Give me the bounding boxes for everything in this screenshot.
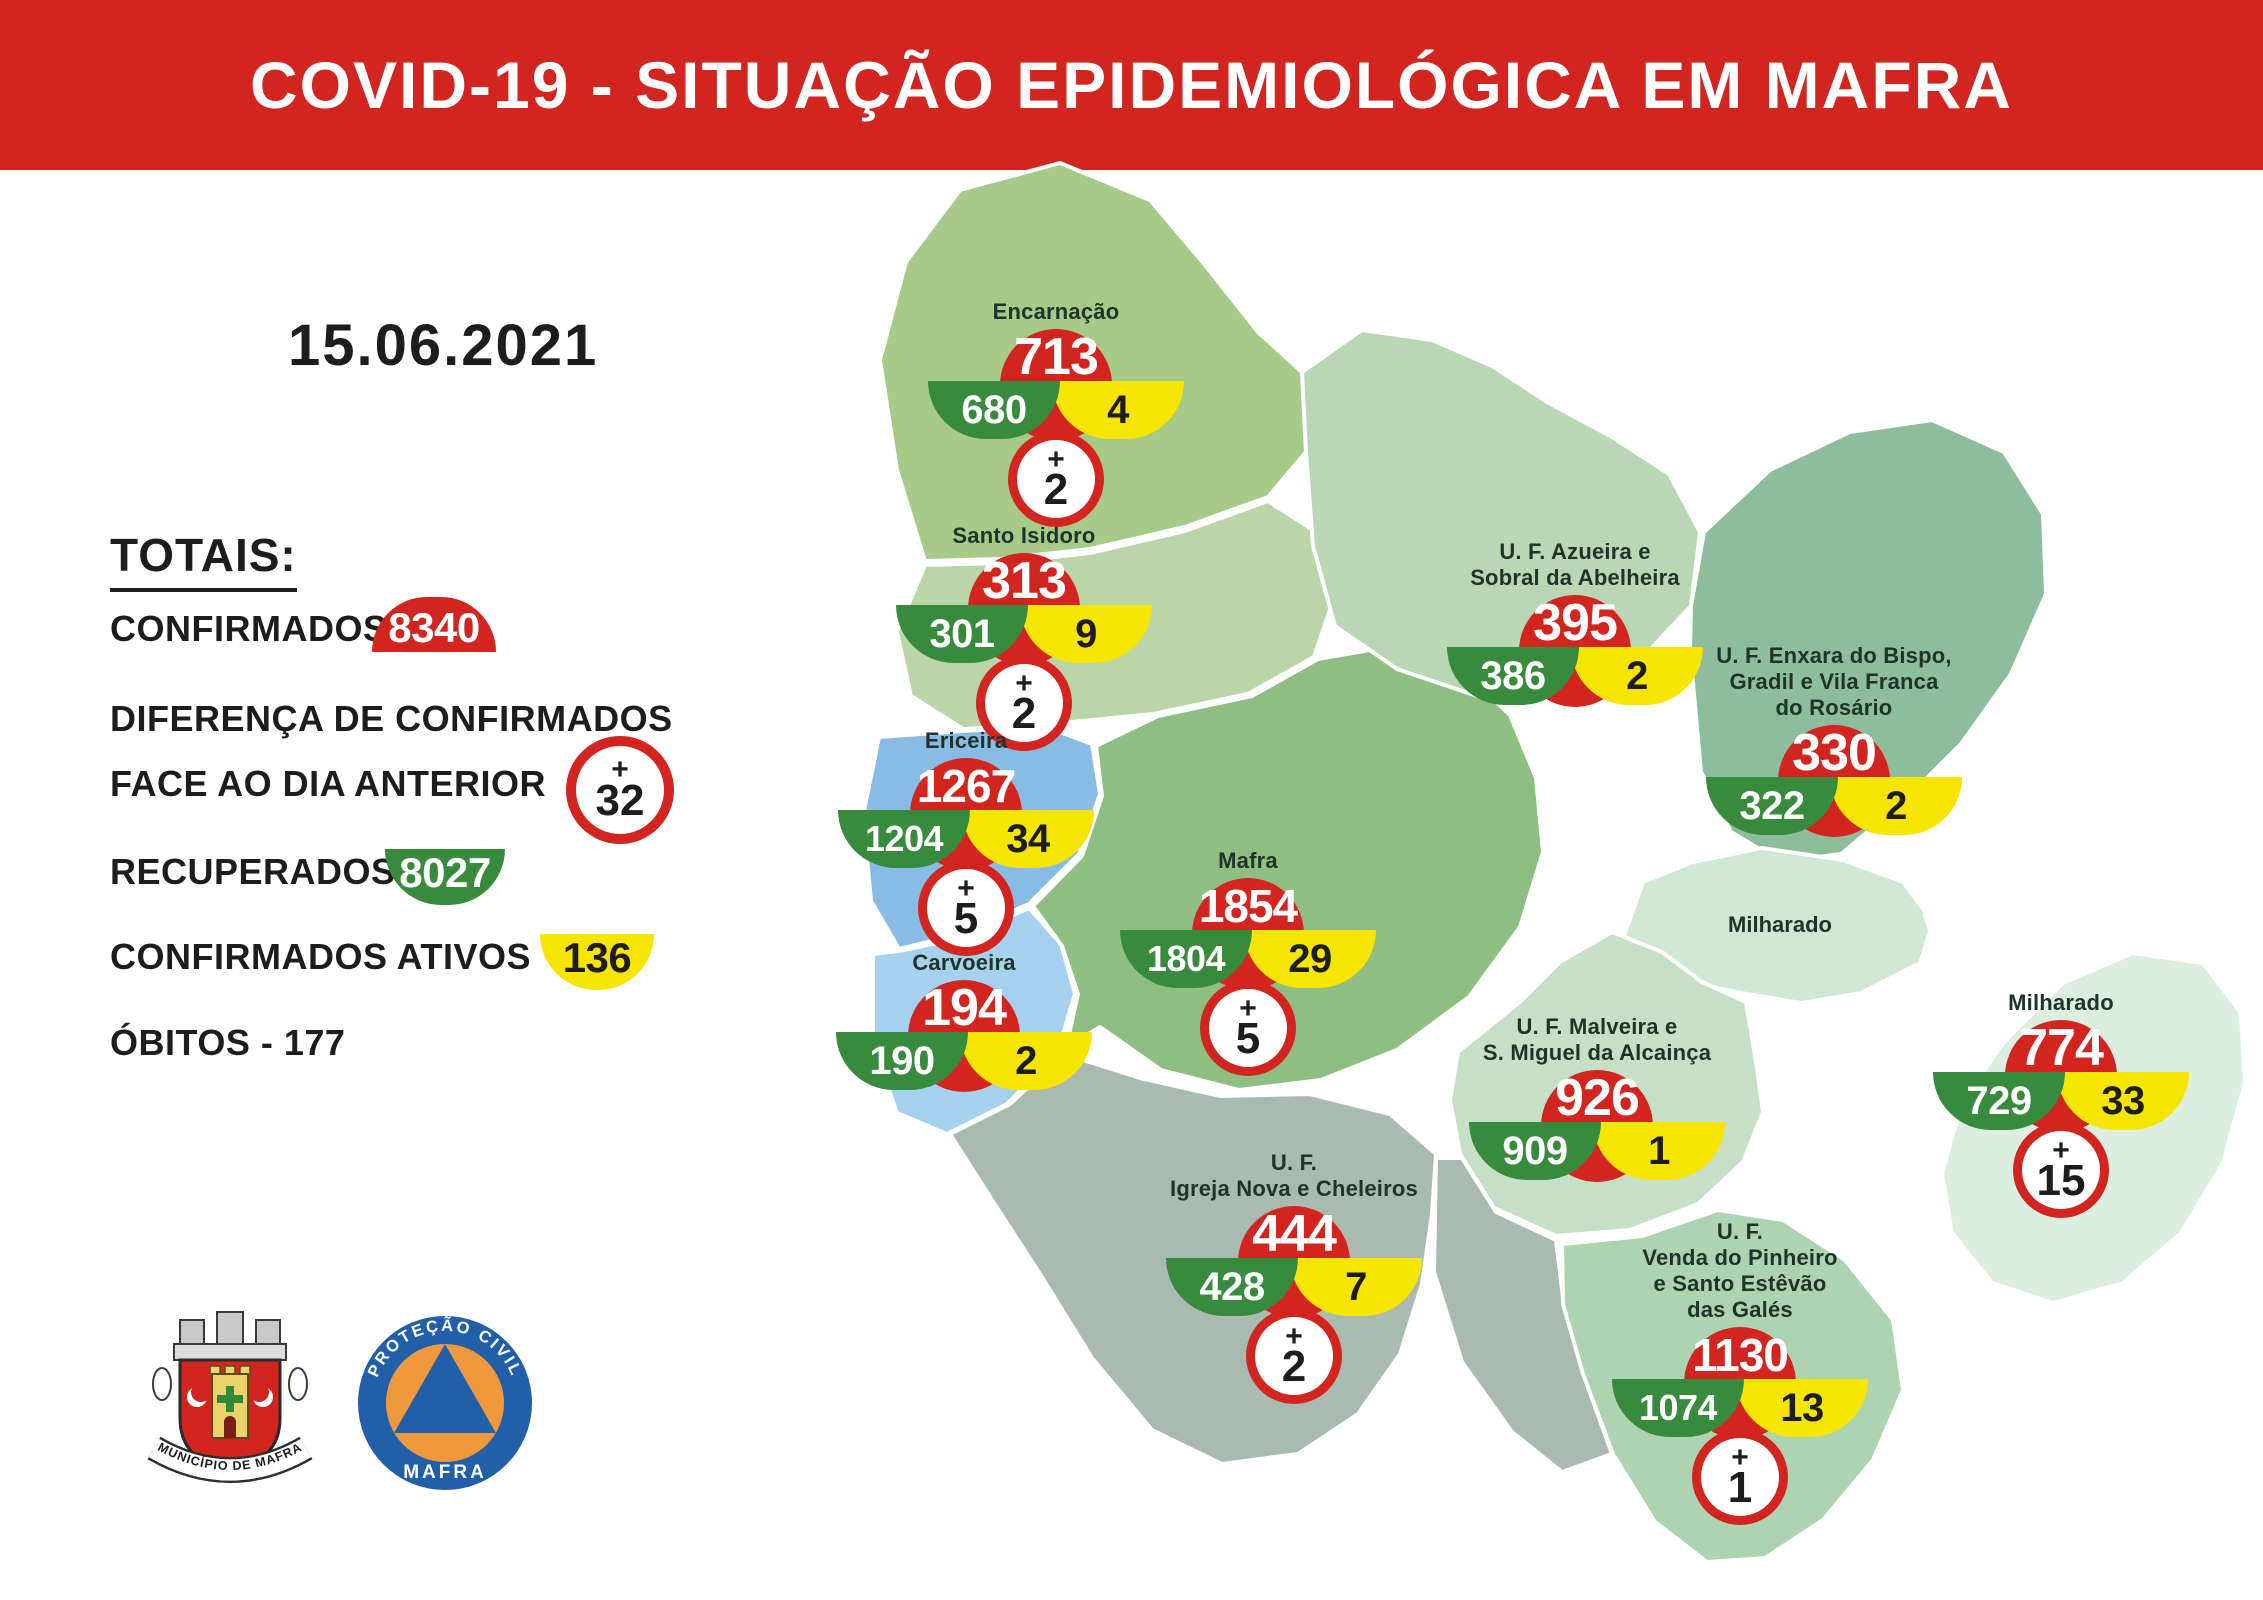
- confirmed-value: 444: [1252, 1205, 1337, 1263]
- region-name-label: Encarnação: [992, 299, 1120, 324]
- daily-delta-value: 1: [1727, 1463, 1753, 1512]
- totals-heading: TOTAIS:: [110, 528, 297, 592]
- active-label: CONFIRMADOS ATIVOS: [110, 936, 531, 977]
- deaths-label: ÓBITOS -: [110, 1022, 274, 1063]
- daily-delta-badge: +5: [918, 860, 1014, 956]
- daily-delta-value: 5: [1235, 1014, 1261, 1063]
- civil-protection-city-text: MAFRA: [403, 1462, 487, 1483]
- recovered-total-value: 8027: [399, 849, 491, 896]
- daily-delta-value: 2: [1011, 689, 1037, 738]
- region-shape-enxara: [1688, 418, 2048, 864]
- daily-delta-badge: +2: [1008, 431, 1104, 527]
- daily-delta-badge: +1: [1692, 1429, 1788, 1525]
- plus-sign: +: [1285, 1320, 1303, 1353]
- daily-delta-value: 15: [2036, 1156, 2086, 1205]
- region-name-label: U. F. Enxara do Bispo, Gradil e Vila Fran…: [1716, 643, 1952, 720]
- active-total-value: 136: [562, 934, 632, 981]
- daily-delta-badge: +2: [976, 655, 1072, 751]
- municipio-de-mafra-coat-of-arms: MUNICÍPIO DE MAFRA: [147, 1311, 313, 1483]
- region-name-label: U. F. Malveira e S. Miguel da Alcainça: [1482, 1014, 1712, 1065]
- confirmed-value: 1130: [1692, 1329, 1789, 1381]
- protecao-civil-mafra-logo: PROTEÇÃO CIVIL MAFRA: [355, 1313, 535, 1493]
- recovered-badge: 190: [836, 1032, 968, 1090]
- mural-crown-icon: [152, 1311, 308, 1401]
- civil-protection-triangle-icon: [394, 1344, 496, 1433]
- confirmed-total-value: 8340: [388, 603, 480, 651]
- confirmed-total-badge: 8340: [372, 597, 496, 652]
- confirmed-value: 194: [922, 979, 1007, 1037]
- diff-label-line2: FACE AO DIA ANTERIOR: [110, 763, 547, 804]
- region-name-label: Mafra: [1218, 848, 1278, 873]
- daily-delta-badge: +2: [1246, 1308, 1342, 1404]
- daily-delta-badge: +5: [1200, 980, 1296, 1076]
- region-name-label: U. F. Venda do Pinheiro e Santo Estêvão das…: [1642, 1219, 1838, 1322]
- confirmed-value: 330: [1792, 724, 1877, 782]
- region-shape-enclave: [1923, 858, 2105, 995]
- plus-sign: +: [957, 872, 975, 905]
- crescent-icon: [187, 1382, 273, 1407]
- region-name-label: Ericeira: [924, 728, 1008, 753]
- plus-sign: +: [1015, 667, 1033, 700]
- confirmed-value: 1854: [1198, 880, 1298, 932]
- region-name-label: Milharado: [2008, 990, 2114, 1015]
- diff-label-line1: DIFERENÇA DE CONFIRMADOS: [110, 698, 673, 739]
- recovered-label: RECUPERADOS: [110, 851, 396, 892]
- plus-sign: +: [1731, 1441, 1749, 1474]
- daily-delta-badge: +15: [2013, 1122, 2109, 1218]
- plus-sign: +: [1047, 443, 1065, 476]
- tower-icon: [209, 1365, 251, 1439]
- region-name-label: Santo Isidoro: [952, 523, 1096, 548]
- confirmed-value: 313: [982, 552, 1067, 610]
- region-name-label: U. F. Igreja Nova e Cheleiros: [1170, 1150, 1418, 1201]
- daily-delta-value: 2: [1043, 465, 1069, 514]
- header-banner: COVID-19 - SITUAÇÃO EPIDEMIOLÓGICA EM MA…: [0, 0, 2263, 170]
- plus-sign: +: [1239, 992, 1257, 1025]
- plus-sign: +: [2052, 1134, 2070, 1167]
- report-date: 15.06.2021: [288, 313, 599, 378]
- diff-total-badge: + 32: [566, 736, 674, 844]
- plus-sign: +: [611, 753, 629, 786]
- confirmed-value: 395: [1533, 594, 1618, 652]
- daily-delta-value: 2: [1281, 1342, 1307, 1391]
- confirmed-value: 926: [1555, 1069, 1640, 1127]
- deaths-value: 177: [283, 1022, 346, 1063]
- page-title: COVID-19 - SITUAÇÃO EPIDEMIOLÓGICA EM MA…: [250, 48, 2013, 122]
- green-cross-icon: [217, 1386, 243, 1412]
- deaths-row: ÓBITOS - 177: [110, 1022, 345, 1064]
- region-name-label: U. F. Azueira e Sobral da Abelheira: [1470, 539, 1680, 590]
- confirmed-label: CONFIRMADOS: [110, 608, 388, 649]
- daily-delta-value: 5: [953, 894, 979, 943]
- recovered-total-badge: 8027: [385, 849, 505, 905]
- diff-total-value: 32: [595, 776, 645, 825]
- confirmed-value: 774: [2019, 1019, 2104, 1077]
- region-name-label: Carvoeira: [912, 950, 1016, 975]
- region-name-label-plain: Milharado: [1728, 912, 1832, 937]
- confirmed-value: 713: [1014, 328, 1099, 386]
- confirmed-value: 1267: [916, 760, 1016, 812]
